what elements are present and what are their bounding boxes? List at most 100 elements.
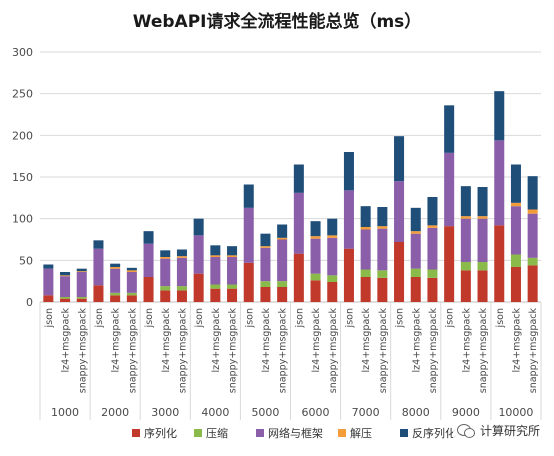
bar-segment [510, 206, 521, 255]
stacked-bar [227, 246, 238, 302]
legend: 序列化 压缩 网络与框架 解压 反序列化 [132, 426, 456, 440]
legend-label: 解压 [350, 426, 372, 440]
bar-segment [176, 256, 187, 258]
watermark: 计算研究所 [452, 420, 544, 441]
x-tick-label: json [495, 308, 506, 328]
bar-segment [310, 221, 321, 237]
bar-segment [360, 277, 371, 302]
x-group-label: 10000 [498, 406, 533, 419]
x-tick-label: snappy+msgpack [127, 308, 138, 394]
watermark-text: 计算研究所 [479, 424, 540, 438]
bar-segment [477, 216, 488, 219]
bar-segment [444, 152, 455, 227]
legend-label: 网络与框架 [268, 426, 323, 440]
x-tick-label: json [244, 308, 255, 328]
bar-segment [377, 270, 388, 278]
x-tick-label: snappy+msgpack [428, 308, 439, 394]
bar-segment [193, 235, 204, 274]
bar-segment [343, 248, 354, 302]
bar-segment [76, 268, 87, 272]
x-tick-label: snappy+msgpack [77, 308, 88, 394]
bar-segment [160, 286, 171, 291]
bar-segment [143, 277, 154, 302]
bar-segment [477, 262, 488, 271]
stacked-bar [494, 91, 505, 302]
bar-segment [477, 270, 488, 302]
bar-segment [293, 253, 304, 302]
x-tick-label: lz4+msgpack [461, 308, 472, 373]
bar-segment [160, 290, 171, 302]
bar-segment [126, 292, 137, 296]
stacked-bar [477, 187, 488, 302]
bar-segment [227, 246, 238, 256]
x-tick-label: snappy+msgpack [228, 308, 239, 394]
bar-segment [176, 257, 187, 287]
stacked-bar [460, 186, 471, 302]
x-tick-label: lz4+msgpack [311, 308, 322, 373]
bar-segment [444, 105, 455, 153]
x-group-label: 6000 [302, 406, 330, 419]
y-tick-label: 100 [12, 213, 33, 226]
stacked-bar [193, 218, 204, 302]
bar-segment [494, 91, 505, 141]
legend-item: 解压 [338, 426, 372, 440]
bar-segment [460, 218, 471, 262]
bar-segment [327, 218, 338, 236]
stacked-bar [377, 207, 388, 302]
bar-segment [193, 273, 204, 302]
y-tick-label: 150 [12, 171, 33, 184]
y-tick-label: 0 [26, 296, 33, 309]
legend-item: 压缩 [194, 427, 228, 440]
bar-segment [394, 242, 405, 302]
legend-label: 序列化 [144, 426, 177, 440]
bar-segment [360, 269, 371, 277]
bar-segment [260, 233, 271, 247]
bar-segment [277, 224, 288, 238]
bar-segment [110, 292, 121, 296]
bar-segment [343, 152, 354, 191]
bar-segment [126, 270, 137, 272]
stacked-bar [126, 267, 137, 302]
bar-segment [126, 295, 137, 302]
bar-segment [210, 255, 221, 257]
x-tick-label: lz4+msgpack [361, 308, 372, 373]
x-tick-label: lz4+msgpack [411, 308, 422, 373]
x-tick-label: lz4+msgpack [261, 308, 272, 373]
legend-swatch [194, 429, 202, 437]
legend-label: 压缩 [206, 427, 228, 440]
legend-swatch [400, 429, 408, 437]
bar-segment [527, 265, 538, 302]
bar-segment [93, 248, 104, 286]
x-tick-label: json [294, 308, 305, 328]
bar-segment [277, 237, 288, 240]
stacked-bar [176, 249, 187, 302]
stacked-bar [510, 164, 521, 302]
bar-segment [510, 164, 521, 203]
x-tick-label: lz4+msgpack [211, 308, 222, 373]
stacked-bar [60, 272, 71, 302]
stacked-bar [293, 164, 304, 302]
bar-segment [76, 271, 87, 272]
bar-segment [377, 277, 388, 302]
bar-segment [360, 227, 371, 230]
y-tick-label: 50 [19, 254, 33, 267]
bar-segment [176, 249, 187, 257]
bar-segment [310, 238, 321, 274]
x-tick-label: snappy+msgpack [177, 308, 188, 394]
bar-segment [427, 225, 438, 228]
legend-item: 序列化 [132, 426, 177, 440]
bar-segment [410, 268, 421, 277]
bar-segment [494, 225, 505, 302]
legend-swatch [338, 429, 346, 437]
x-group-label: 4000 [201, 406, 229, 419]
bar-segment [60, 275, 71, 277]
bar-segment [76, 297, 87, 299]
stacked-bar [527, 176, 538, 302]
bar-segment [227, 288, 238, 302]
bar-segment [260, 247, 271, 282]
bar-segment [427, 197, 438, 226]
x-tick-label: snappy+msgpack [328, 308, 339, 394]
stacked-bar [427, 197, 438, 302]
bar-segment [60, 276, 71, 297]
bar-segment [260, 281, 271, 287]
